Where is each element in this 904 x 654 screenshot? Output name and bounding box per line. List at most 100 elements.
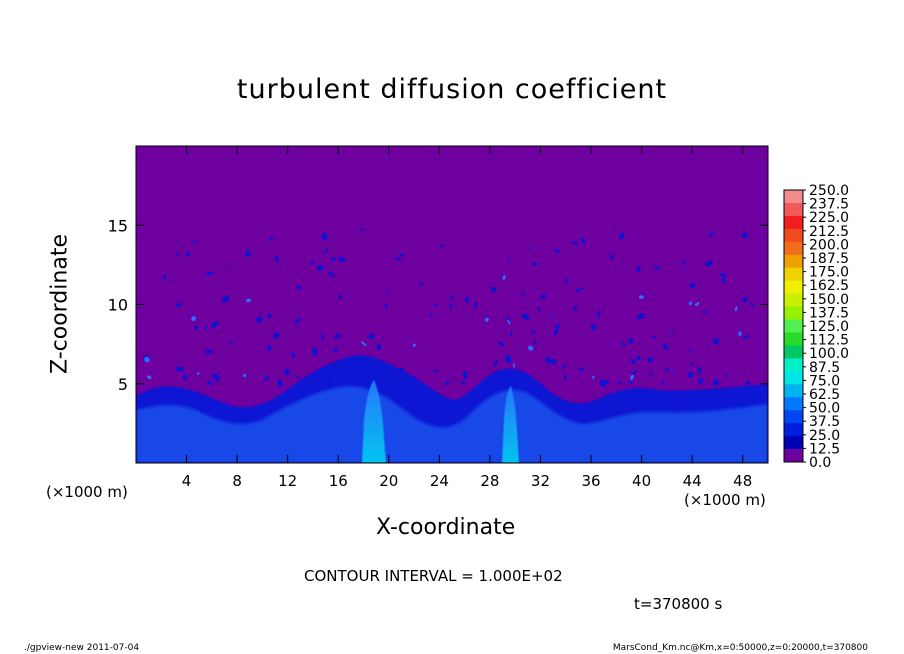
colorbar-label: 50.0: [809, 401, 840, 417]
eddy: [537, 307, 540, 312]
eddy: [681, 261, 685, 265]
eddy: [284, 368, 290, 376]
eddy: [273, 334, 281, 339]
eddy: [398, 253, 404, 257]
colorbar-label: 162.5: [809, 278, 849, 294]
eddy: [734, 306, 738, 312]
colorbar-swatch: [784, 436, 803, 450]
footer-left: ./gpview-new 2011-07-04: [24, 643, 140, 653]
eddy: [397, 367, 405, 373]
eddy: [193, 240, 196, 243]
eddy: [520, 346, 523, 349]
eddy: [505, 355, 512, 363]
colorbar-label: 112.5: [809, 333, 849, 349]
eddy: [439, 244, 445, 248]
eddy: [687, 371, 694, 378]
x-axis: 4 8 12 16 20 24 28 32 36 40 44 48: [182, 146, 752, 490]
contour-interval: CONTOUR INTERVAL = 1.000E+02: [304, 567, 563, 585]
eddy: [665, 367, 669, 371]
eddy: [592, 375, 595, 379]
x-unit-label-left: (×1000 m): [46, 483, 128, 501]
eddy: [719, 272, 727, 278]
eddy: [531, 330, 536, 335]
eddy: [266, 345, 272, 352]
eddy: [342, 375, 349, 382]
eddy: [191, 316, 197, 322]
eddy: [721, 277, 726, 284]
eddy: [268, 236, 274, 241]
eddy: [520, 293, 525, 296]
colorbar-swatch: [784, 306, 803, 320]
eddy: [334, 333, 341, 339]
eddy: [750, 301, 754, 308]
colorbar-swatch: [784, 397, 803, 411]
x-tick-label: 40: [632, 472, 651, 490]
eddy: [695, 302, 700, 306]
colorbar-label: 237.5: [809, 197, 849, 213]
eddy: [725, 373, 728, 378]
y-tick-label: 10: [108, 296, 128, 315]
eddy: [194, 324, 198, 330]
x-tick-label: 24: [430, 472, 449, 490]
eddy: [649, 372, 653, 376]
eddy: [745, 381, 751, 385]
eddy: [635, 266, 641, 272]
eddy: [163, 275, 167, 281]
x-tick-label: 36: [581, 472, 600, 490]
eddy: [553, 328, 559, 336]
time-label: t=370800 s: [634, 595, 723, 613]
x-tick-label: 44: [683, 472, 702, 490]
eddy: [689, 350, 693, 353]
plume-left: [362, 380, 386, 463]
eddy: [580, 237, 585, 245]
eddy: [211, 324, 216, 329]
eddy: [291, 352, 296, 358]
colorbar-swatch: [784, 267, 803, 281]
eddy: [708, 231, 714, 238]
eddy: [484, 317, 489, 322]
plume-right: [502, 386, 519, 463]
eddy: [563, 374, 567, 381]
colorbar-swatch: [784, 358, 803, 372]
eddy: [376, 344, 382, 350]
eddy: [222, 296, 230, 303]
eddy: [636, 356, 642, 361]
x-axis-label: X-coordinate: [376, 515, 516, 540]
eddy: [532, 262, 538, 266]
eddy: [621, 341, 626, 347]
eddy: [554, 248, 560, 254]
eddy: [555, 323, 560, 329]
eddy: [331, 257, 337, 261]
eddy: [653, 266, 661, 270]
colorbar-swatch: [784, 202, 803, 217]
y-axis: 5 10 15: [108, 216, 768, 394]
colorbar-label: 225.0: [809, 210, 849, 226]
colorbar-swatch: [784, 410, 803, 424]
eddy: [662, 343, 669, 350]
eddy: [176, 366, 185, 372]
eddy: [688, 301, 693, 306]
eddy: [617, 381, 622, 385]
eddy: [690, 362, 693, 366]
colorbar-swatch: [784, 254, 803, 269]
eddy: [697, 378, 704, 384]
colorbar-swatch: [784, 215, 803, 230]
turbulence-field: [136, 228, 768, 463]
eddy: [565, 277, 567, 286]
eddy: [245, 250, 252, 257]
y-tick-label: 15: [108, 216, 128, 235]
eddy: [449, 303, 453, 310]
eddy: [562, 364, 567, 369]
eddy: [578, 287, 583, 291]
colorbar-label: 25.0: [809, 428, 840, 444]
eddy: [310, 260, 315, 265]
eddy: [742, 296, 748, 302]
eddy: [550, 359, 557, 365]
eddy: [360, 228, 365, 231]
eddy: [632, 370, 638, 375]
eddy: [464, 296, 470, 303]
eddy: [328, 271, 335, 277]
eddy: [528, 247, 532, 250]
colorbar: 250.0237.5225.0212.5200.0187.5175.0162.5…: [783, 183, 849, 471]
colorbar-swatch: [784, 371, 803, 385]
